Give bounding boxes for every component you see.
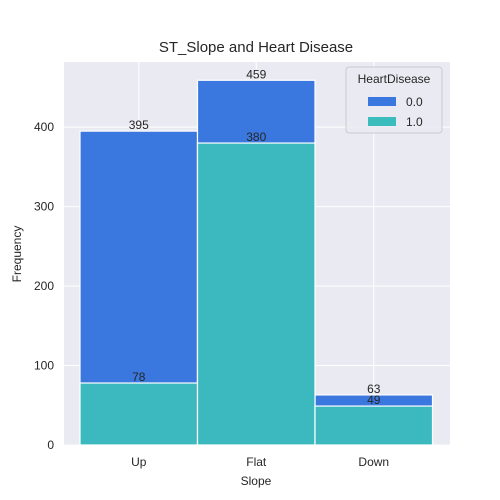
chart-title: ST_Slope and Heart Disease bbox=[159, 39, 353, 56]
legend: HeartDisease 0.0 1.0 bbox=[345, 66, 443, 134]
y-tick-label: 300 bbox=[34, 200, 54, 214]
legend-label: 1.0 bbox=[406, 115, 423, 129]
x-tick-label: Down bbox=[358, 455, 389, 469]
legend-swatch bbox=[368, 117, 396, 126]
data-label: 49 bbox=[367, 393, 381, 407]
legend-label: 0.0 bbox=[406, 95, 423, 109]
bars bbox=[79, 79, 434, 446]
tick-labels: 0 100 200 300 400 Up Flat Down bbox=[34, 120, 389, 469]
data-label: 63 bbox=[367, 382, 381, 396]
data-label: 380 bbox=[246, 130, 266, 144]
bar-up-series-1 bbox=[79, 382, 199, 446]
data-label: 395 bbox=[129, 118, 149, 132]
y-tick-label: 400 bbox=[34, 120, 54, 134]
data-label: 459 bbox=[246, 67, 266, 81]
x-tick-label: Up bbox=[131, 455, 147, 469]
x-axis-label: Slope bbox=[241, 474, 272, 488]
legend-swatch bbox=[368, 97, 396, 106]
y-axis-label: Frequency bbox=[10, 226, 24, 283]
legend-title: HeartDisease bbox=[358, 72, 431, 86]
y-tick-label: 0 bbox=[47, 438, 54, 452]
bar-flat-series-1 bbox=[196, 142, 316, 446]
y-tick-label: 100 bbox=[34, 359, 54, 373]
data-labels: 395 459 63 78 380 49 bbox=[129, 67, 381, 407]
bar-down-series-1 bbox=[314, 405, 434, 446]
x-tick-label: Flat bbox=[246, 455, 267, 469]
y-tick-label: 200 bbox=[34, 279, 54, 293]
data-label: 78 bbox=[132, 370, 146, 384]
